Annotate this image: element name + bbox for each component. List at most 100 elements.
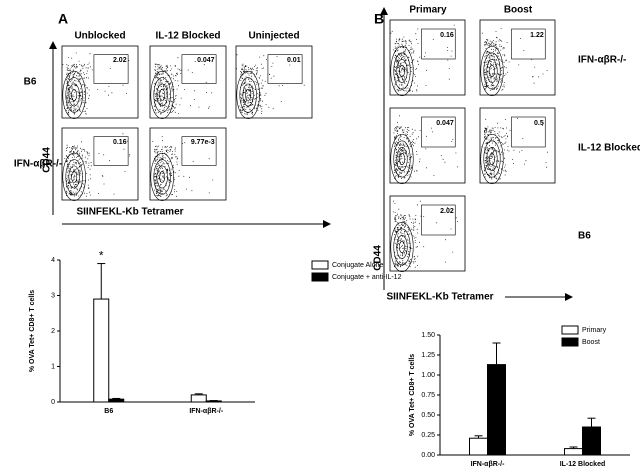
x-tick-label: B6: [104, 408, 113, 415]
y-tick-label: 0.50: [421, 412, 435, 419]
row-label: IL-12 Blocked: [578, 143, 640, 154]
contour: [150, 152, 174, 202]
contour: [239, 77, 257, 113]
gate-value: 2.02: [113, 57, 127, 64]
y-tick-label: 1.50: [421, 332, 435, 339]
y-tick-label: 0: [51, 399, 55, 406]
contour: [396, 235, 408, 259]
x-axis-label: SIINFEKL-Kb Tetramer: [386, 292, 493, 303]
contour: [153, 77, 171, 113]
y-tick-label: 2: [51, 328, 55, 335]
gate-value: 0.5: [534, 120, 544, 127]
contour: [480, 133, 504, 185]
legend-label: Boost: [582, 339, 600, 346]
y-tick-label: 0.25: [421, 432, 435, 439]
gate: [511, 28, 546, 60]
bar: [93, 298, 110, 403]
x-axis-label: SIINFEKL-Kb Tetramer: [76, 207, 183, 218]
y-axis-label: CD44: [42, 147, 53, 173]
column-header: Boost: [504, 5, 533, 16]
contour: [68, 165, 80, 189]
contour: [156, 165, 168, 189]
contour: [489, 64, 495, 78]
gate: [421, 116, 456, 148]
gate: [267, 54, 303, 84]
row-label: B6: [24, 77, 37, 88]
y-axis-label: % OVA Tet+ CD8+ T cells: [409, 354, 416, 436]
contour: [62, 70, 86, 120]
flow-plot: [389, 107, 466, 184]
contour: [159, 171, 166, 183]
contour: [71, 171, 78, 183]
x-tick-label: IFN-αβR-/-: [471, 461, 506, 468]
bar: [190, 394, 207, 403]
contour: [390, 133, 414, 185]
column-header: Primary: [409, 5, 447, 16]
contour: [486, 59, 498, 83]
y-tick-label: 3: [51, 292, 55, 299]
contour: [486, 147, 498, 171]
contour: [399, 64, 405, 78]
column-header: Uninjected: [248, 31, 299, 42]
gate-value: 0.16: [113, 139, 127, 146]
contour: [150, 70, 174, 120]
contour: [396, 59, 408, 83]
contour: [393, 228, 411, 266]
contour: [65, 159, 83, 195]
contour: [236, 70, 260, 120]
events: [480, 117, 548, 180]
contour: [390, 221, 414, 273]
legend-label: Primary: [582, 327, 607, 334]
events: [481, 28, 548, 91]
contour: [68, 83, 80, 107]
contour: [62, 152, 86, 202]
gate-value: 0.01: [287, 57, 301, 64]
contour: [159, 89, 166, 101]
legend-swatch: [311, 260, 329, 270]
gate-value: 0.047: [436, 120, 454, 127]
y-tick-label: 0.00: [421, 452, 435, 459]
y-tick-label: 1.25: [421, 352, 435, 359]
events: [390, 24, 455, 92]
gate-value: 0.16: [440, 32, 454, 39]
contour: [480, 45, 504, 97]
row-label: IFN-αβR-/-: [14, 159, 62, 170]
y-tick-label: 4: [51, 257, 55, 264]
contour: [393, 52, 411, 90]
legend-swatch: [311, 272, 329, 282]
row-label: B6: [578, 231, 591, 242]
gate: [181, 136, 217, 166]
legend-swatch: [561, 337, 579, 347]
panel-label: A: [58, 11, 68, 27]
gate: [511, 116, 546, 148]
y-axis-label: CD44: [373, 245, 384, 271]
y-tick-label: 1: [51, 363, 55, 370]
bar: [487, 364, 506, 456]
gate: [421, 28, 456, 60]
gate-value: 9.77e-3: [191, 139, 215, 146]
y-tick-label: 1.00: [421, 372, 435, 379]
contour: [396, 147, 408, 171]
panel-label: B: [374, 11, 384, 27]
contour: [65, 77, 83, 113]
events: [154, 57, 213, 115]
gate: [181, 54, 217, 84]
bar: [564, 448, 583, 456]
contour: [483, 140, 501, 178]
x-tick-label: IFN-αβR-/-: [189, 408, 224, 415]
bar: [469, 437, 488, 456]
bar: [205, 400, 222, 403]
gate-value: 2.02: [440, 208, 454, 215]
contour: [242, 83, 254, 107]
annotation: *: [99, 249, 104, 263]
bar: [108, 398, 125, 403]
y-tick-label: 0.75: [421, 392, 435, 399]
gate-value: 1.22: [530, 32, 544, 39]
column-header: Unblocked: [74, 31, 125, 42]
flow-plot: [389, 19, 466, 96]
legend-label: Conjugate + anti-IL-12: [332, 274, 402, 281]
contour: [390, 45, 414, 97]
x-tick-label: IL-12 Blocked: [560, 461, 606, 468]
contour: [156, 83, 168, 107]
